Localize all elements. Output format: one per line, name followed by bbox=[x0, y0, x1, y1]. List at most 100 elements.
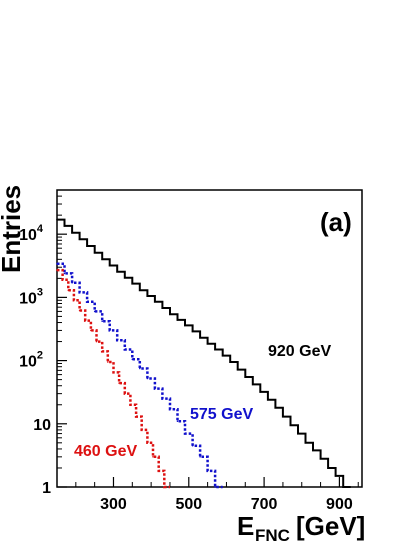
data-point bbox=[78, 309, 81, 312]
data-point bbox=[107, 361, 109, 363]
data-point bbox=[342, 486, 345, 488]
y-tick-label: 10 bbox=[33, 417, 51, 434]
data-point bbox=[191, 444, 194, 447]
data-point bbox=[312, 449, 314, 452]
data-point bbox=[169, 408, 171, 411]
data-point bbox=[244, 376, 247, 378]
plot-frame bbox=[56, 189, 363, 488]
data-point bbox=[157, 470, 160, 472]
data-point bbox=[56, 218, 58, 221]
data-point bbox=[67, 289, 70, 292]
data-point bbox=[267, 399, 269, 401]
data-point bbox=[152, 456, 154, 458]
data-point bbox=[327, 467, 329, 469]
data-point bbox=[146, 295, 149, 297]
data-point bbox=[84, 319, 86, 322]
data-point bbox=[116, 339, 118, 342]
data-point bbox=[124, 276, 126, 279]
data-point bbox=[131, 358, 134, 361]
x-tick-label: 300 bbox=[100, 496, 127, 513]
data-point bbox=[108, 264, 111, 267]
data-point bbox=[129, 404, 132, 406]
data-point bbox=[184, 324, 186, 327]
data-point bbox=[140, 429, 143, 431]
data-point bbox=[319, 457, 322, 460]
x-axis-title: E FNC [GeV] bbox=[237, 511, 365, 543]
data-point bbox=[161, 397, 164, 400]
data-point bbox=[124, 392, 126, 395]
x-tick-label: 900 bbox=[326, 496, 353, 513]
data-point bbox=[56, 263, 58, 265]
data-point bbox=[206, 342, 209, 345]
data-point bbox=[297, 432, 299, 435]
data-point bbox=[93, 310, 96, 313]
y-tick-label: 1 bbox=[42, 480, 51, 497]
data-point bbox=[116, 270, 118, 273]
series-1 bbox=[56, 262, 223, 489]
y-tick-label: 102 bbox=[19, 350, 43, 371]
data-point bbox=[112, 371, 115, 374]
series-line bbox=[57, 218, 351, 488]
series-line bbox=[57, 268, 170, 489]
data-point bbox=[101, 320, 103, 323]
data-point bbox=[71, 282, 73, 284]
data-point bbox=[221, 354, 224, 357]
data-point bbox=[118, 382, 120, 384]
data-point bbox=[282, 415, 284, 418]
data-point bbox=[124, 348, 126, 351]
series-line bbox=[57, 262, 223, 489]
data-point bbox=[206, 470, 209, 472]
y-tick-label: 104 bbox=[19, 223, 44, 244]
data-point bbox=[78, 291, 81, 294]
data-point bbox=[199, 336, 201, 339]
data-point bbox=[95, 340, 98, 343]
series-layer bbox=[56, 218, 351, 489]
data-point bbox=[135, 415, 137, 418]
data-point bbox=[259, 391, 262, 393]
data-point bbox=[214, 348, 216, 351]
series-2 bbox=[56, 268, 170, 489]
x-axis-title-main: E bbox=[237, 511, 254, 541]
x-axis-title-unit: [GeV] bbox=[296, 511, 365, 541]
x-tick-label: 500 bbox=[175, 496, 202, 513]
data-point bbox=[90, 329, 92, 332]
x-axis-title-subscript: FNC bbox=[255, 526, 290, 543]
series-label-575: 575 GeV bbox=[190, 406, 253, 423]
y-axis-ticks: 1 10 102 103 104 bbox=[19, 189, 67, 497]
data-point bbox=[63, 272, 66, 275]
data-point bbox=[78, 238, 81, 241]
y-tick-label: 103 bbox=[19, 286, 43, 307]
data-point bbox=[139, 367, 141, 370]
data-point bbox=[61, 279, 64, 281]
data-point bbox=[56, 269, 58, 271]
data-point bbox=[108, 329, 111, 332]
data-point bbox=[334, 475, 337, 477]
data-point bbox=[304, 442, 307, 444]
data-point bbox=[214, 486, 216, 488]
data-point bbox=[176, 420, 179, 423]
data-point bbox=[71, 232, 73, 234]
x-axis-ticks: 300 500 700 900 bbox=[75, 477, 359, 513]
data-point bbox=[274, 406, 277, 409]
series-label-920: 920 GeV bbox=[268, 343, 331, 360]
data-point bbox=[131, 282, 134, 285]
data-point bbox=[161, 307, 164, 309]
data-point bbox=[199, 456, 201, 458]
series-0 bbox=[56, 218, 351, 488]
data-point bbox=[184, 432, 186, 435]
panel-label: (a) bbox=[320, 207, 352, 237]
data-point bbox=[146, 442, 149, 444]
data-point bbox=[191, 330, 194, 333]
y-axis-title: Entries bbox=[0, 185, 26, 273]
series-label-460: 460 GeV bbox=[74, 443, 137, 460]
x-tick-label: 700 bbox=[251, 496, 278, 513]
data-point bbox=[229, 361, 231, 363]
data-point bbox=[252, 383, 254, 386]
data-point bbox=[163, 486, 166, 488]
data-point bbox=[86, 301, 88, 303]
data-point bbox=[154, 387, 156, 390]
data-point bbox=[236, 368, 239, 371]
data-point bbox=[93, 251, 96, 254]
data-point bbox=[176, 319, 179, 321]
